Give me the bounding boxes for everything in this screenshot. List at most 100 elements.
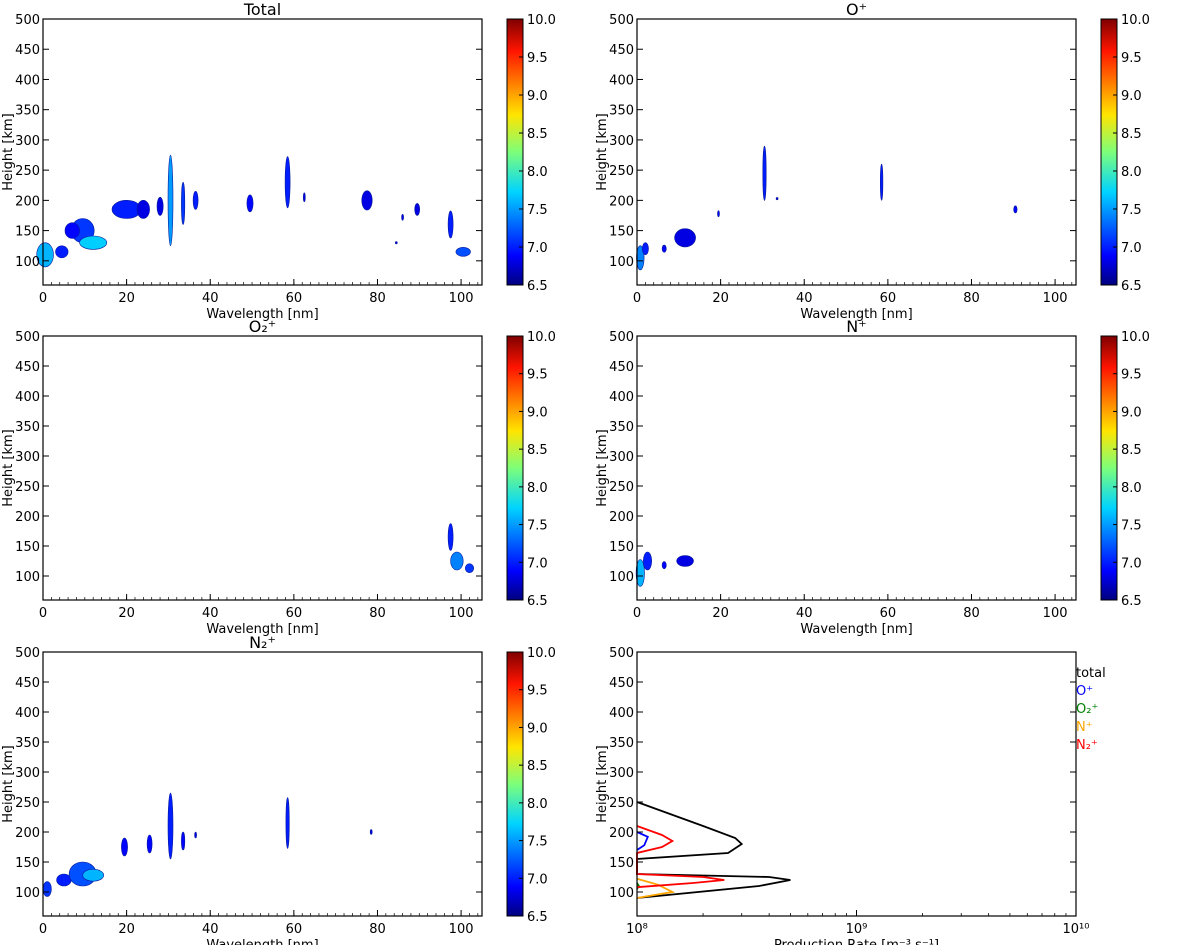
colorbar	[1100, 335, 1118, 601]
panel-title: O⁺	[846, 0, 867, 19]
x-axis-label: Wavelength [nm]	[206, 938, 318, 945]
y-tick-label: 200	[15, 194, 40, 209]
contour-region	[1013, 205, 1018, 214]
contour-region	[369, 829, 373, 835]
contour-region	[447, 210, 454, 239]
x-tick-label: 40	[796, 291, 813, 306]
y-tick-label: 250	[15, 480, 40, 495]
contour-region	[674, 228, 696, 248]
y-tick-label: 200	[15, 826, 40, 841]
y-axis-label: Height [km]	[1, 429, 16, 506]
colorbar-tick-label: 8.0	[1121, 481, 1142, 496]
colorbar-tick-label: 10.0	[527, 330, 556, 345]
y-tick-label: 300	[609, 450, 634, 465]
colorbar-tick-label: 9.5	[527, 51, 548, 66]
legend-entry-n_plus: N⁺	[1076, 720, 1093, 735]
x-axis-label: Wavelength [nm]	[206, 622, 318, 637]
x-tick-label: 100	[449, 922, 474, 937]
y-axis-label: Height [km]	[1, 113, 16, 190]
colorbar-tick-label: 6.5	[527, 594, 548, 609]
colorbar-tick-label: 8.5	[527, 127, 548, 142]
colorbar-tick-label: 9.5	[1121, 368, 1142, 383]
y-tick-label: 100	[609, 886, 634, 901]
contour-region	[676, 555, 694, 567]
axes-frame	[636, 18, 1077, 286]
x-tick-label: 20	[712, 606, 729, 621]
x-axis-label: Wavelength [nm]	[206, 307, 318, 322]
y-tick-label: 350	[15, 104, 40, 119]
y-tick-label: 100	[609, 255, 634, 270]
axes-frame	[42, 651, 483, 917]
y-tick-label: 450	[15, 676, 40, 691]
legend-entry-n2_plus: N₂⁺	[1076, 738, 1098, 753]
y-tick-label: 200	[609, 510, 634, 525]
contour-region	[450, 551, 464, 571]
axes-frame	[636, 335, 1077, 601]
y-tick-label: 250	[609, 796, 634, 811]
y-tick-label: 400	[15, 73, 40, 88]
colorbar-tick-label: 8.0	[527, 481, 548, 496]
y-tick-label: 350	[15, 420, 40, 435]
y-tick-label: 250	[15, 796, 40, 811]
colorbar	[1100, 18, 1118, 286]
y-tick-label: 500	[609, 13, 634, 28]
y-tick-label: 300	[15, 766, 40, 781]
contour-region	[246, 194, 254, 213]
x-tick-label: 100	[1043, 291, 1068, 306]
x-tick-label: 0	[39, 606, 47, 621]
colorbar-tick-label: 9.0	[1121, 405, 1142, 420]
colorbar-tick-label: 9.5	[1121, 51, 1142, 66]
y-tick-label: 200	[609, 194, 634, 209]
y-tick-label: 200	[609, 826, 634, 841]
contour-region	[661, 561, 667, 570]
colorbar-tick-label: 7.5	[1121, 203, 1142, 218]
panel-2: 100 150 200 250 300 350 400 450 500 0 20 40 60 80 100 W…	[1, 317, 556, 637]
y-tick-label: 450	[609, 360, 634, 375]
colorbar-tick-label: 8.5	[527, 443, 548, 458]
contour-region	[42, 881, 52, 897]
contour-region	[82, 868, 104, 882]
colorbar-tick-label: 9.5	[527, 368, 548, 383]
legend-entry-o_plus: O⁺	[1076, 684, 1093, 699]
axes-frame	[42, 18, 483, 286]
y-tick-label: 150	[609, 540, 634, 555]
colorbar-tick-label: 10.0	[527, 13, 556, 28]
colorbar-tick-label: 9.0	[527, 89, 548, 104]
x-tick-label: 100	[1043, 606, 1068, 621]
y-tick-label: 450	[15, 360, 40, 375]
panel-title: O₂⁺	[249, 317, 276, 336]
y-tick-label: 150	[15, 225, 40, 240]
x-tick-label: 80	[963, 606, 980, 621]
x-axis-label: Wavelength [nm]	[800, 307, 912, 322]
contour-region	[192, 190, 199, 210]
y-axis-label: Height [km]	[595, 745, 610, 822]
panel-1: 100 150 200 250 300 350 400 450 500 0 20 40 60 80 100 W…	[595, 0, 1150, 322]
y-tick-label: 350	[609, 736, 634, 751]
contour-region	[181, 831, 186, 851]
contour-region	[361, 190, 373, 211]
colorbar-tick-label: 7.5	[527, 835, 548, 850]
panel-4: 100 150 200 250 300 350 400 450 500 0 20 40 60 80 100 W…	[1, 633, 556, 945]
y-tick-label: 500	[15, 13, 40, 28]
contour-region	[717, 210, 720, 217]
x-tick-label: 80	[369, 291, 386, 306]
colorbar-tick-label: 8.5	[527, 759, 548, 774]
colorbar-tick-label: 9.0	[527, 405, 548, 420]
y-tick-label: 400	[609, 73, 634, 88]
x-tick-label: 40	[202, 291, 219, 306]
contour-region	[661, 244, 667, 253]
x-tick-label: 60	[286, 606, 303, 621]
y-tick-label: 150	[15, 856, 40, 871]
x-tick-label: 20	[118, 922, 135, 937]
x-tick-label: 100	[449, 291, 474, 306]
colorbar-tick-label: 8.5	[1121, 443, 1142, 458]
contour-regions	[42, 792, 373, 897]
contour-region	[167, 154, 174, 246]
contour-region	[36, 242, 54, 268]
contour-region	[285, 797, 290, 849]
colorbar-tick-label: 6.5	[1121, 279, 1142, 294]
contour-region	[879, 163, 884, 201]
y-tick-label: 250	[609, 164, 634, 179]
colorbar-tick-label: 10.0	[1121, 330, 1150, 345]
